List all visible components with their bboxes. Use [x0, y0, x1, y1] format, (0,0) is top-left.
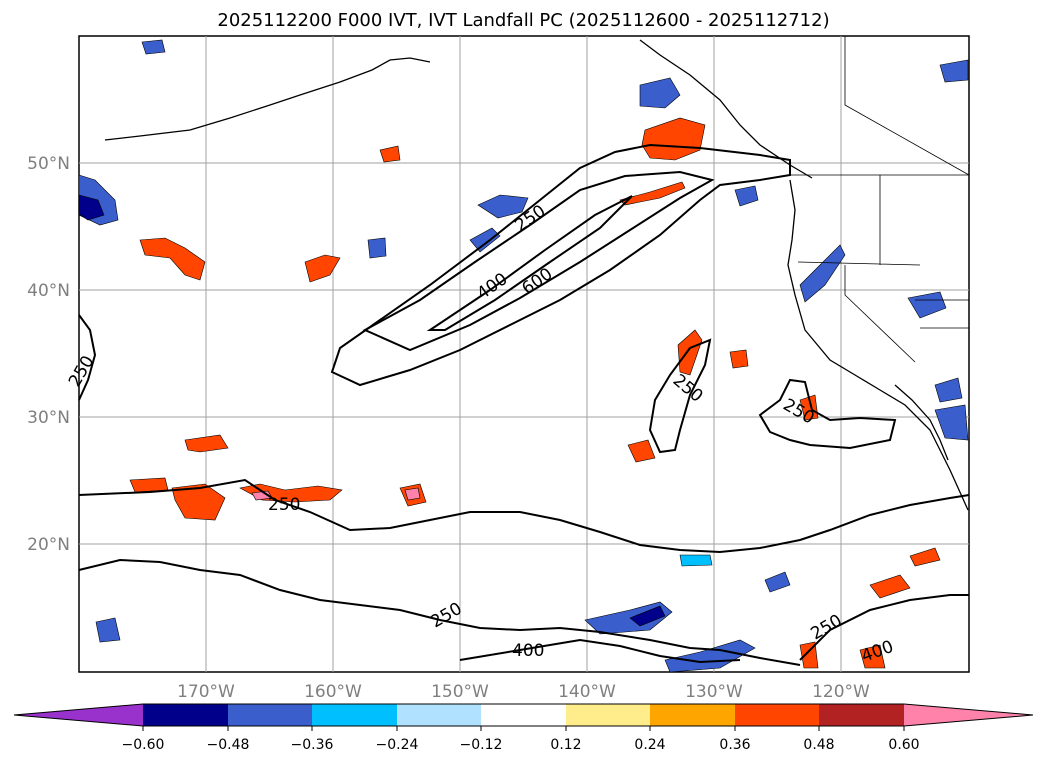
anomaly-blob — [639, 77, 681, 109]
colorbar-tick-label: 0.48 — [803, 737, 834, 753]
anomaly-blob — [907, 291, 947, 319]
ivt-contour-250-mid — [648, 338, 712, 454]
anomaly-blob — [764, 571, 791, 593]
anomaly-blob — [939, 59, 969, 83]
anomaly-blob — [139, 237, 206, 281]
anomaly-blob — [95, 617, 121, 643]
anomaly-blob — [869, 574, 911, 599]
contour-label: 400 — [512, 641, 544, 661]
lat-label-40n: 40°N — [27, 281, 70, 301]
lon-label-170w: 170°W — [177, 682, 235, 702]
anomaly-blob — [184, 434, 229, 453]
alaska-panhandle-coast — [639, 39, 813, 179]
anomaly-blob — [619, 181, 686, 206]
anomaly-blob — [367, 237, 387, 259]
anomaly-blob — [304, 254, 341, 283]
ivt-contours — [78, 143, 970, 666]
anomaly-blob — [477, 194, 529, 219]
na-west-coast — [787, 179, 969, 511]
colorbar-tick-label: 0.12 — [550, 737, 581, 753]
map-title: 2025112200 F000 IVT, IVT Landfall PC (20… — [217, 10, 830, 31]
lon-label-160w: 160°W — [304, 682, 362, 702]
anomaly-blob — [799, 394, 819, 421]
ivt-contour-250-west — [78, 314, 97, 401]
ivt-contour-250-southeast — [799, 594, 969, 661]
colorbar-segment — [228, 704, 312, 726]
map-frame — [78, 35, 970, 673]
colorbar-tick-label: −0.36 — [291, 737, 334, 753]
anomaly-blob — [677, 329, 703, 376]
ivt-contour-250-east — [758, 378, 897, 450]
colorbar-segment — [143, 704, 228, 726]
lon-label-130w: 130°W — [685, 682, 743, 702]
colorbar-tick-label: −0.12 — [460, 737, 503, 753]
colorbar-segment — [312, 704, 397, 726]
anomaly-blob — [909, 547, 941, 567]
contour-label: 250 — [268, 495, 300, 515]
ivt-contour-250-plume — [330, 143, 791, 387]
colorbar-segment — [397, 704, 481, 726]
ivt-contour-400-south — [459, 638, 741, 664]
anomaly-blob — [799, 244, 846, 303]
colorbar-segment — [566, 704, 650, 726]
colorbar-segment — [481, 704, 566, 726]
colorbar-tick-label: −0.48 — [207, 737, 250, 753]
latitude-labels: 50°N 40°N 30°N 20°N — [27, 154, 70, 555]
alaska-coast — [104, 57, 431, 141]
graticule — [79, 36, 969, 672]
colorbar-segment — [819, 704, 904, 726]
anomaly-blob — [799, 641, 819, 669]
anomaly-blob — [734, 185, 759, 207]
ivt-contour-250-south-b — [78, 558, 801, 666]
lon-label-120w: 120°W — [812, 682, 870, 702]
anomaly-blob — [934, 377, 963, 403]
lat-label-20n: 20°N — [27, 535, 70, 555]
anomaly-blob — [171, 483, 226, 521]
ivt-contour-250-south — [78, 478, 970, 554]
anomaly-blob — [141, 39, 166, 55]
colorbar-tick-label: −0.60 — [122, 737, 165, 753]
anomaly-blob — [934, 404, 969, 441]
coastlines — [104, 39, 969, 511]
anomaly-blob — [679, 554, 713, 567]
anomaly-blob — [379, 145, 401, 163]
anomaly-blob — [404, 487, 421, 501]
anomaly-blob — [859, 644, 886, 669]
political-boundaries — [790, 36, 970, 363]
baja-coast — [894, 384, 949, 461]
filled-anomaly-blobs — [78, 39, 969, 673]
colorbar-tick-label: 0.60 — [888, 737, 919, 753]
lat-label-30n: 30°N — [27, 408, 70, 428]
colorbar-left-extension — [14, 704, 143, 726]
ivt-contour-400-plume — [362, 170, 715, 352]
anomaly-blob — [629, 605, 666, 627]
state-boundaries — [797, 36, 970, 363]
anomaly-blob — [78, 194, 105, 221]
colorbar-segment — [650, 704, 735, 726]
lat-label-50n: 50°N — [27, 154, 70, 174]
lon-label-150w: 150°W — [431, 682, 489, 702]
anomaly-blob — [469, 227, 501, 253]
colorbar-segment — [735, 704, 819, 726]
colorbar: −0.60 −0.48 −0.36 −0.24 −0.12 0.12 0.24 … — [13, 703, 1034, 753]
anomaly-blob — [627, 439, 656, 463]
anomaly-blob — [729, 349, 749, 369]
anomaly-blob — [664, 639, 756, 673]
longitude-labels: 170°W 160°W 150°W 140°W 130°W 120°W — [177, 682, 870, 702]
colorbar-tick-label: 0.36 — [719, 737, 750, 753]
anomaly-blob — [129, 477, 169, 493]
colorbar-tick-label: 0.24 — [634, 737, 665, 753]
ivt-contour-600-plume — [426, 195, 633, 331]
colorbar-tick-label: −0.24 — [376, 737, 419, 753]
lon-label-140w: 140°W — [558, 682, 616, 702]
colorbar-right-extension — [904, 704, 1033, 726]
